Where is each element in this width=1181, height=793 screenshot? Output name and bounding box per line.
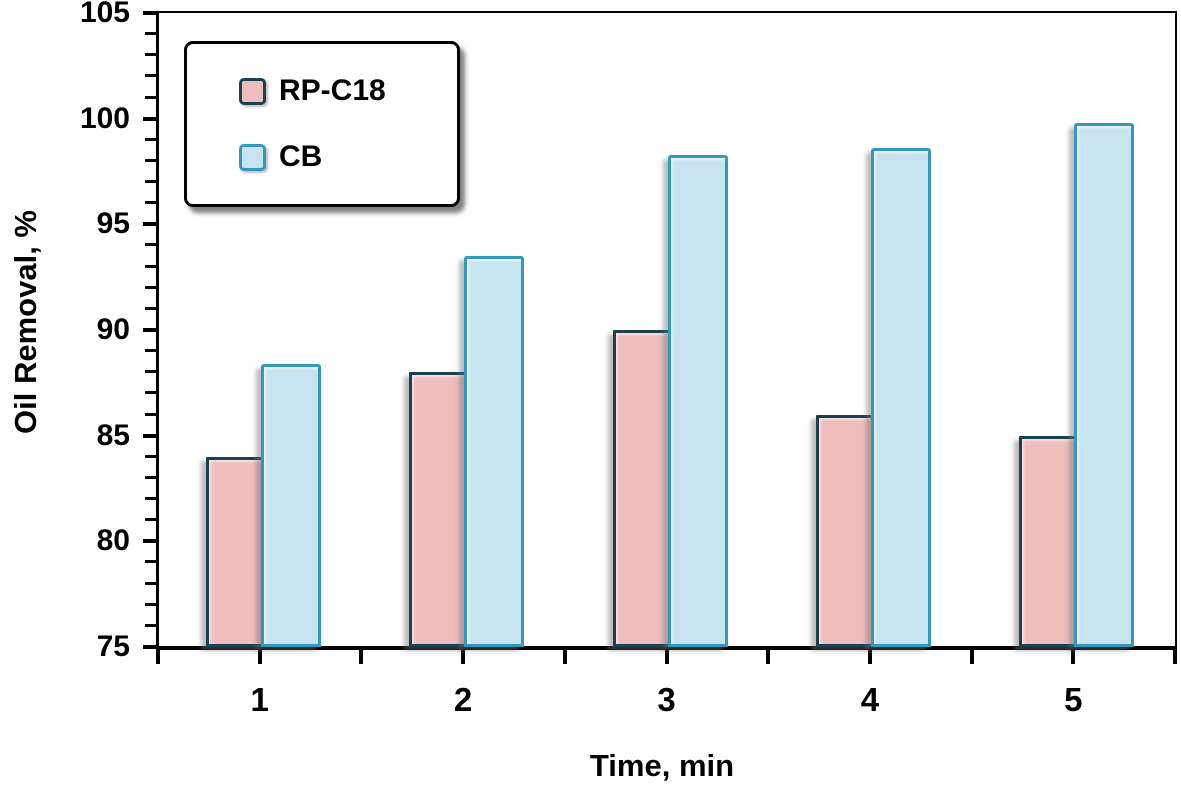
plot-frame-right [1175,11,1177,649]
y-minor-tick [145,32,156,36]
bar-rp-c18-5 [1019,435,1078,647]
y-major-tick [143,539,156,544]
y-tick-label: 100 [79,101,130,135]
y-minor-tick [145,581,156,585]
bar-cb-2 [464,256,525,647]
y-minor-tick [145,306,156,310]
x-tick [562,650,567,664]
y-minor-tick [145,95,156,99]
y-minor-tick [145,137,156,141]
y-minor-tick [145,623,156,627]
legend-swatch-rp-c18-icon [239,77,266,105]
y-minor-tick [145,243,156,247]
y-axis-line [156,11,159,649]
legend-item-cb: CB [239,142,457,172]
y-minor-tick [145,412,156,416]
y-minor-tick [145,201,156,205]
bar-cb-4 [870,148,931,647]
y-minor-tick [145,180,156,184]
x-tick-label: 4 [860,681,880,718]
x-tick [664,650,669,664]
bar-rp-c18-4 [815,414,874,647]
y-tick-label: 75 [96,630,130,663]
x-tick-label: 5 [1064,681,1083,718]
y-minor-tick [145,285,156,289]
bar-rp-c18-2 [409,372,468,647]
y-major-tick [143,328,156,332]
bar-rp-c18-1 [205,456,264,647]
y-minor-tick [145,158,156,162]
y-minor-tick [145,475,156,479]
y-minor-tick [145,74,156,78]
y-tick-label: 80 [96,524,130,558]
legend-label-rp-c18: RP-C18 [279,74,386,107]
x-tick [766,650,771,664]
x-tick [1071,650,1076,664]
y-tick-label: 90 [96,313,130,346]
y-minor-tick [145,53,156,57]
x-axis-title: Time, min [589,748,735,783]
y-minor-tick [145,370,156,374]
x-tick-label: 3 [657,681,676,718]
bar-rp-c18-3 [612,330,671,647]
x-tick [156,650,160,664]
y-minor-tick [145,560,156,564]
y-major-tick [143,433,156,438]
legend-item-rp-c18: RP-C18 [239,76,457,106]
x-tick [359,650,364,664]
x-tick [969,650,974,664]
legend: RP-C18 CB [184,41,460,207]
plot-area: RP-C18 CB [143,11,1177,664]
x-axis-line [156,646,1177,650]
y-minor-tick [145,391,156,395]
bar-cb-3 [667,154,728,647]
y-tick-label: 85 [96,418,130,452]
y-tick-label: 105 [79,0,130,29]
y-tick-label: 95 [96,207,130,241]
y-minor-tick [145,497,156,501]
plot-frame-top [156,11,1177,13]
y-minor-tick [145,454,156,458]
y-minor-tick [145,349,156,353]
y-major-tick [143,645,156,649]
y-minor-tick [145,602,156,606]
y-major-tick [143,11,156,15]
y-major-tick [143,116,156,121]
bar-cb-5 [1074,122,1135,647]
x-tick [257,650,262,664]
x-tick-label: 1 [250,681,269,718]
x-tick [1173,650,1177,664]
y-major-tick [143,222,156,227]
y-tick-labels: 75 80 85 90 95 100 105 [0,0,146,793]
y-minor-tick [145,518,156,522]
bar-cb-1 [260,363,321,647]
legend-swatch-cb-icon [239,143,266,171]
x-tick [461,650,466,664]
x-tick-label: 2 [453,681,473,718]
x-tick [867,650,872,664]
y-minor-tick [145,264,156,268]
legend-label-cb: CB [279,140,323,173]
